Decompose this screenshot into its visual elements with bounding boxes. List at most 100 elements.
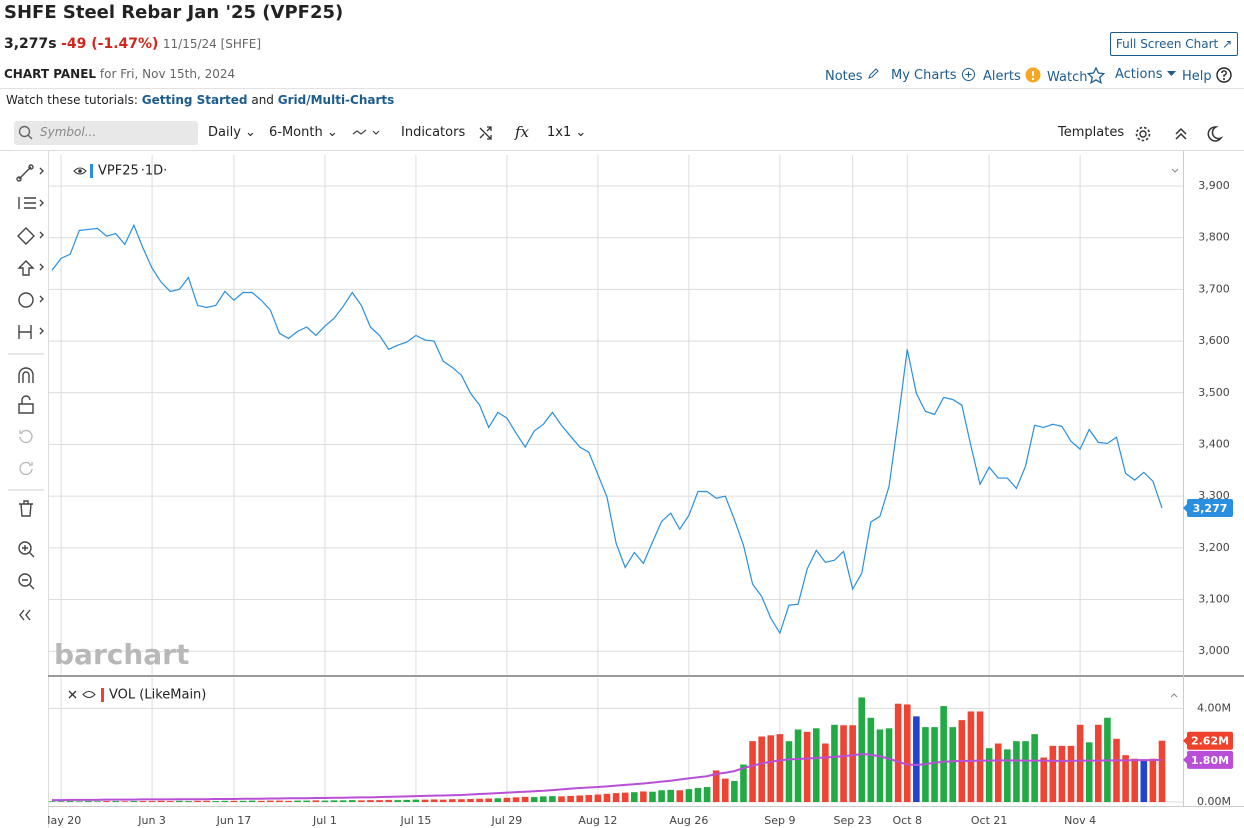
menu-label[interactable]: Help	[1182, 69, 1212, 84]
compare-button[interactable]	[478, 125, 494, 145]
volume-bar	[803, 731, 811, 802]
watermark: barchart	[54, 638, 189, 671]
arrow-icon[interactable]	[17, 260, 35, 276]
volume-bar	[767, 735, 775, 802]
menu-help[interactable]: Help	[1182, 67, 1232, 84]
volume-bar	[430, 799, 438, 802]
menu-notes[interactable]: Notes	[825, 67, 880, 84]
volume-bar	[721, 778, 729, 802]
search-placeholder[interactable]: Symbol...	[40, 125, 97, 139]
redo-icon[interactable]	[19, 461, 33, 476]
period[interactable]: Daily	[208, 125, 241, 140]
volume-bar	[139, 801, 147, 802]
volume-bar	[1140, 759, 1148, 802]
full-screen-button[interactable]: Full Screen Chart ↗	[1110, 32, 1238, 56]
templates-button[interactable]: Templates	[1058, 125, 1125, 140]
tutorial-link[interactable]: Grid/Multi-Charts	[277, 93, 395, 107]
eye-icon[interactable]	[82, 691, 96, 698]
close-icon[interactable]	[68, 690, 77, 699]
indicators-button[interactable]: Indicators	[401, 125, 466, 140]
collapse-icon[interactable]	[19, 609, 31, 621]
volume-bar	[776, 734, 784, 802]
menu-actions[interactable]: Actions	[1115, 67, 1176, 82]
layout[interactable]: 1x1	[547, 125, 572, 140]
layout-select[interactable]: 1x1 ⌄	[547, 125, 587, 140]
settings-button[interactable]	[1134, 125, 1152, 143]
volume-bar	[1049, 745, 1057, 802]
divider	[0, 88, 1244, 89]
volume-bar	[1022, 741, 1029, 802]
menu-my-charts[interactable]: My Charts	[891, 67, 976, 83]
volume-bar	[385, 799, 392, 802]
volume-bar	[758, 736, 765, 802]
volume-bar	[822, 743, 829, 802]
volume-bar	[876, 729, 884, 802]
range-select[interactable]: 6-Month ⌄	[269, 125, 338, 140]
menu-label[interactable]: Alerts	[983, 69, 1021, 84]
last-value-pointer	[1183, 754, 1188, 765]
collapse-icon[interactable]	[1171, 168, 1179, 173]
menu-label[interactable]: Watch	[1047, 70, 1088, 85]
panel-heading: CHART PANEL for Fri, Nov 15th, 2024	[4, 67, 235, 81]
x-tick-label: Oct 8	[892, 814, 922, 827]
volume-bar	[467, 798, 474, 802]
chart-bg	[0, 151, 1244, 828]
volume-bar	[412, 799, 420, 802]
y-tick-label: 4.00M	[1197, 701, 1231, 714]
drawing-tools[interactable]	[8, 164, 44, 621]
volume-bar	[1095, 724, 1102, 802]
note-icon[interactable]	[18, 292, 34, 308]
shape-icon[interactable]	[17, 227, 35, 245]
zoom-out-icon[interactable]	[18, 573, 35, 590]
eye-icon[interactable]	[73, 167, 87, 175]
volume-bar	[576, 795, 584, 802]
y-tick-label: 3,800	[1198, 231, 1230, 244]
volume-bar	[567, 795, 574, 802]
panel-label: CHART PANEL	[4, 67, 97, 81]
y-tick-label: 3,300	[1198, 489, 1230, 502]
y-tick-label: 3,500	[1198, 386, 1230, 399]
delete-icon[interactable]	[19, 500, 33, 517]
chevrons[interactable]	[39, 167, 44, 335]
magnet-icon[interactable]	[18, 367, 34, 383]
y-tick-label: 3,000	[1198, 644, 1230, 657]
tutorial-link[interactable]: Getting Started	[141, 93, 248, 107]
menu-alerts[interactable]: Alerts	[983, 67, 1041, 84]
period-select[interactable]: Daily ⌄	[208, 125, 256, 140]
volume-bar	[75, 801, 83, 802]
undo-icon[interactable]	[19, 429, 33, 444]
icon	[961, 68, 975, 81]
function-button[interactable]: fx	[515, 123, 530, 141]
menu-label[interactable]: My Charts	[891, 68, 957, 83]
change: -49 (-1.47%)	[61, 36, 159, 52]
menu-label[interactable]: Notes	[825, 69, 863, 84]
theme-button[interactable]	[1205, 125, 1223, 143]
x-tick-label: Jun 3	[137, 814, 166, 827]
fib-icon[interactable]	[18, 197, 36, 209]
last-value-pointer	[1183, 503, 1188, 514]
volume-bar	[630, 792, 638, 802]
lock-icon[interactable]	[18, 395, 34, 414]
volume-bar	[1040, 757, 1048, 802]
volume-legend: VOL (LikeMain)	[68, 688, 1178, 703]
collapse-button[interactable]	[1173, 126, 1189, 142]
volume-bar	[967, 711, 975, 802]
symbol-search[interactable]: Symbol...	[14, 121, 198, 145]
menu-label[interactable]: Actions	[1115, 67, 1163, 82]
menu-watch[interactable]: Watch	[1047, 66, 1106, 85]
last-value-box	[1187, 750, 1233, 769]
x-tick-label: May 20	[41, 814, 81, 827]
zoom-in-icon[interactable]	[18, 541, 35, 558]
y-tick-label: 3,700	[1198, 282, 1230, 295]
measure-icon[interactable]	[18, 325, 32, 339]
volume-bar	[157, 800, 165, 802]
chart-style[interactable]	[352, 125, 382, 143]
button-label[interactable]: Full Screen Chart	[1115, 37, 1219, 51]
last-value-box	[1187, 499, 1233, 518]
trend-icon[interactable]	[16, 164, 34, 182]
range[interactable]: 6-Month	[269, 125, 323, 140]
volume-bar	[903, 704, 911, 802]
expand-icon[interactable]	[1170, 693, 1178, 698]
plot-area: May 20 Jun 3 Jun 17 Jul 1 Jul 15 Jul 29 Aug 12…	[41, 155, 1183, 827]
